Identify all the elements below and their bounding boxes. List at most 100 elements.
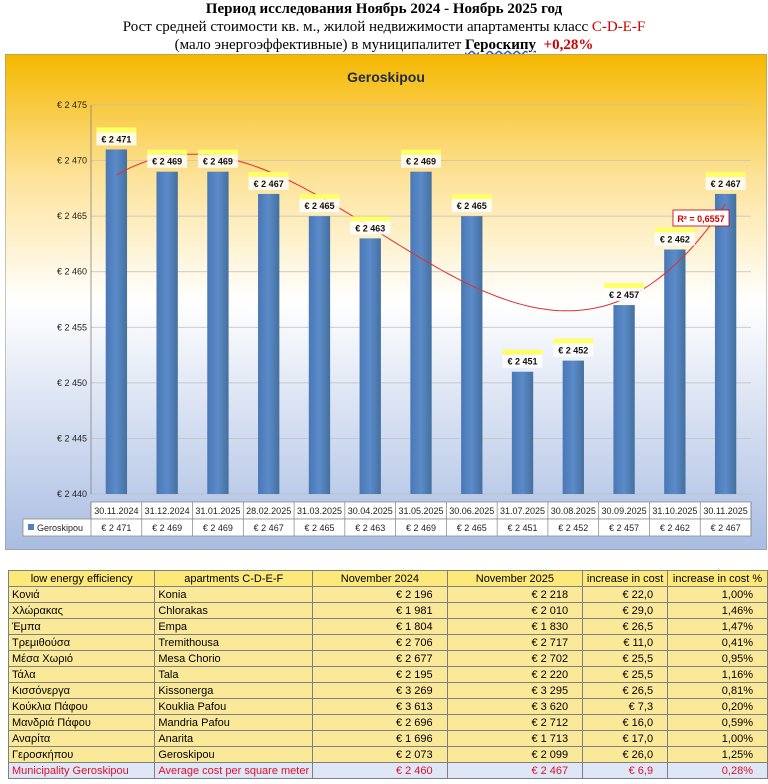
table-cell: Mandria Pafou bbox=[154, 714, 314, 731]
table-cell: Tremithousa bbox=[154, 634, 314, 651]
table-cell: € 22,0 bbox=[582, 586, 669, 603]
table-cell: 0,95% bbox=[667, 650, 768, 667]
table-cell: 0,20% bbox=[667, 698, 768, 715]
y-tick-label: € 2 460 bbox=[57, 267, 87, 277]
header-cell: increase in cost % bbox=[667, 570, 768, 587]
table-cell: € 6,9 bbox=[582, 762, 669, 779]
table-cell: Konia bbox=[154, 586, 314, 603]
table-value: € 2 469 bbox=[152, 523, 182, 533]
table-row: Κισσόνεργα Kissonerga € 3 269 € 3 295 € 26,5… bbox=[7, 682, 768, 699]
table-cell: Γεροσκήπου bbox=[7, 746, 156, 763]
table-cell: Mesa Chorio bbox=[154, 650, 314, 667]
legend-label: Geroskipou bbox=[37, 523, 83, 533]
table-cell: 1,47% bbox=[667, 618, 768, 635]
table-cell: € 2 218 bbox=[446, 586, 584, 603]
x-tick-label: 31.10.2025 bbox=[652, 506, 697, 516]
data-label: € 2 457 bbox=[609, 290, 639, 300]
table-value: € 2 457 bbox=[609, 523, 639, 533]
table-cell: Μέσα Χωριό bbox=[7, 650, 156, 667]
chart-title: Geroskipou bbox=[347, 69, 425, 85]
table-cell: € 1 804 bbox=[312, 618, 448, 635]
table-cell: Χλώρακας bbox=[7, 602, 156, 619]
x-tick-label: 30.04.2025 bbox=[348, 506, 393, 516]
table-value: € 2 467 bbox=[254, 523, 284, 533]
data-label-box bbox=[96, 132, 137, 146]
data-label-box bbox=[197, 154, 238, 168]
bar bbox=[664, 249, 686, 494]
table-value: € 2 452 bbox=[558, 523, 588, 533]
table-cell: 0,81% bbox=[667, 682, 768, 699]
data-label-tab bbox=[401, 149, 441, 155]
table-cell: € 1 981 bbox=[312, 602, 448, 619]
bar bbox=[156, 171, 178, 494]
header-class: C-D-E-F bbox=[591, 19, 646, 35]
legend-swatch bbox=[28, 524, 34, 530]
table-cell: Έμπα bbox=[7, 618, 156, 635]
header-subtitle: Рост средней стоимости кв. м., жилой нед… bbox=[0, 18, 768, 36]
data-label: € 2 465 bbox=[457, 201, 487, 211]
table-cell: Kissonerga bbox=[154, 682, 314, 699]
table-cell: € 29,0 bbox=[582, 602, 669, 619]
table-value: € 2 467 bbox=[711, 523, 741, 533]
table-row: Έμπα Empa € 1 804 € 1 830 € 26,5 1,47% bbox=[7, 618, 768, 635]
data-label-box bbox=[147, 154, 188, 168]
data-label-box bbox=[705, 176, 746, 190]
table-row: Γεροσκήπου Geroskipou € 2 073 € 2 099 € 26,0… bbox=[7, 746, 768, 763]
data-label: € 2 469 bbox=[152, 157, 182, 167]
data-label-tab bbox=[299, 194, 340, 200]
table-cell: € 2 460 bbox=[312, 762, 448, 779]
data-label-box bbox=[654, 232, 695, 246]
table-cell: Geroskipou bbox=[154, 746, 314, 763]
table-cell: € 16,0 bbox=[582, 714, 669, 731]
table-cell: € 17,0 bbox=[582, 730, 669, 747]
table-value: € 2 462 bbox=[660, 523, 690, 533]
table-value: € 2 469 bbox=[406, 523, 436, 533]
header-cell: November 2024 bbox=[312, 570, 448, 587]
data-label-box bbox=[401, 154, 441, 168]
table-cell: 0,28% bbox=[667, 762, 768, 779]
table-cell: 1,00% bbox=[667, 730, 768, 747]
table-cell: Κισσόνεργα bbox=[7, 682, 156, 699]
data-label: € 2 452 bbox=[558, 346, 588, 356]
bar bbox=[359, 238, 381, 494]
bar bbox=[207, 171, 229, 494]
x-tick-label: 31.01.2025 bbox=[195, 506, 240, 516]
table-cell: € 1 696 bbox=[312, 730, 448, 747]
header-cell: increase in cost bbox=[582, 570, 669, 587]
table-cell: 1,16% bbox=[667, 666, 768, 683]
table-cell: € 2 696 bbox=[312, 714, 448, 731]
y-axis-labels: € 2 440 € 2 445 € 2 450 € 2 455 € 2 460 € 2 4… bbox=[57, 100, 87, 499]
data-label: € 2 469 bbox=[406, 157, 436, 167]
data-label-box bbox=[350, 221, 391, 235]
bar bbox=[410, 171, 432, 494]
data-label-tab bbox=[147, 149, 188, 155]
table-cell: € 3 295 bbox=[446, 682, 584, 699]
table-cell: 0,59% bbox=[667, 714, 768, 731]
table-cell: € 2 099 bbox=[446, 746, 584, 763]
data-label-tab bbox=[604, 283, 645, 289]
price-chart: Geroskipou € 2 440€ 2 445€ 2 450€ 2 455€… bbox=[5, 54, 767, 550]
cost-table: low energy efficiency apartments C-D-E-F N… bbox=[7, 570, 768, 779]
table-cell: € 2 717 bbox=[446, 634, 584, 651]
table-cell: € 2 073 bbox=[312, 746, 448, 763]
table-cell: Τάλα bbox=[7, 666, 156, 683]
data-label-tab bbox=[96, 127, 137, 133]
table-cell: € 3 269 bbox=[312, 682, 448, 699]
header-cell: November 2025 bbox=[446, 570, 584, 587]
table-cell: € 2 010 bbox=[446, 602, 584, 619]
data-label: € 2 471 bbox=[101, 134, 131, 144]
data-label-tab bbox=[553, 338, 594, 344]
table-cell: € 7,3 bbox=[582, 698, 669, 715]
table-cell: € 1 713 bbox=[446, 730, 584, 747]
table-cell: € 2 467 bbox=[446, 762, 584, 779]
table-cell: 0,41% bbox=[667, 634, 768, 651]
data-label: € 2 467 bbox=[711, 179, 741, 189]
table-cell: 1,25% bbox=[667, 746, 768, 763]
table-cell: Αναρίτα bbox=[7, 730, 156, 747]
table-cell: € 11,0 bbox=[582, 634, 669, 651]
r-squared-label: R² = 0,6557 bbox=[672, 209, 730, 227]
x-tick-label: 30.06.2025 bbox=[449, 506, 494, 516]
table-row: Κούκλια Πάφου Kouklia Pafou € 3 613 € 3 620… bbox=[7, 698, 768, 715]
header-cell: low energy efficiency bbox=[7, 570, 156, 587]
x-tick-label: 31.03.2025 bbox=[297, 506, 342, 516]
